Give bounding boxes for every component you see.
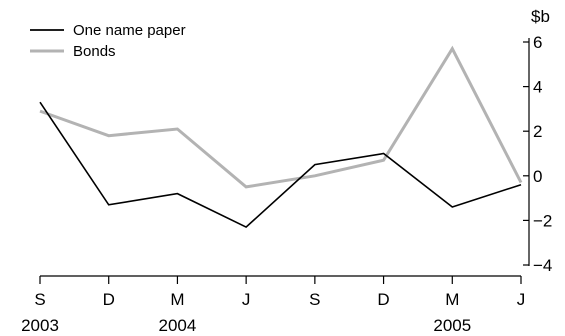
y-tick-label: −2 xyxy=(533,211,552,230)
x-tick-label: M xyxy=(445,290,459,309)
x-year-label: 2004 xyxy=(159,316,197,335)
x-tick-label: D xyxy=(377,290,389,309)
y-tick-label: 2 xyxy=(533,122,542,141)
y-tick-label: 4 xyxy=(533,78,542,97)
x-tick-label: D xyxy=(103,290,115,309)
legend: One name paper Bonds xyxy=(30,22,186,60)
x-tick-label: M xyxy=(170,290,184,309)
legend-label-bonds: Bonds xyxy=(73,43,116,60)
y-axis-label: $b xyxy=(531,7,550,26)
x-year-label: 2005 xyxy=(433,316,471,335)
x-tick-label: J xyxy=(242,290,251,309)
legend-label-one-name-paper: One name paper xyxy=(73,22,186,39)
series-line-one-name-paper xyxy=(39,101,522,229)
series-line-bonds xyxy=(39,45,523,189)
x-tick-label: S xyxy=(34,290,45,309)
x-year-label: 2003 xyxy=(21,316,59,335)
y-tick-label: −4 xyxy=(533,256,552,275)
plot-area: 6 4 2 0 −2 −4 S D M J S D M J 2003 2004 2005 xyxy=(21,33,552,335)
y-tick-label: 0 xyxy=(533,167,542,186)
y-tick-label: 6 xyxy=(533,33,542,52)
x-tick-label: J xyxy=(517,290,526,309)
x-tick-label: S xyxy=(309,290,320,309)
